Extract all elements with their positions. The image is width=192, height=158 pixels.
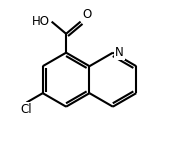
Text: N: N: [115, 46, 124, 59]
Text: HO: HO: [32, 15, 50, 28]
Text: O: O: [82, 8, 91, 21]
Text: Cl: Cl: [21, 103, 32, 116]
